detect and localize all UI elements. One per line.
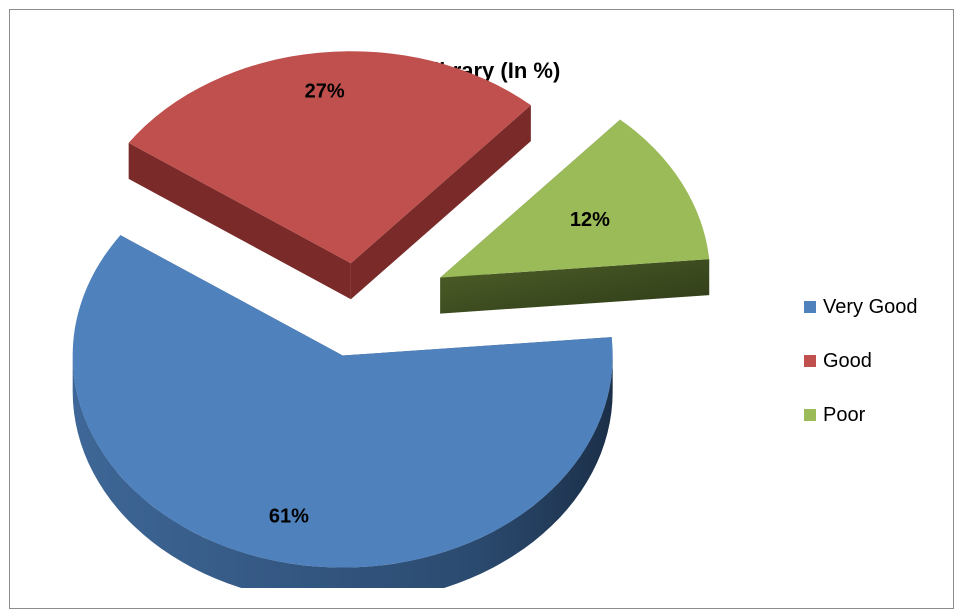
pie-slice-top-good <box>128 51 531 264</box>
legend-label-very-good: Very Good <box>823 295 918 318</box>
legend-item-good: Good <box>804 334 918 388</box>
pie-slice-top-poor <box>440 119 710 278</box>
pie-chart: 61% 27% 12% <box>72 51 710 588</box>
pie-slice-wall-good <box>128 142 351 300</box>
pie-slice-good <box>128 51 531 300</box>
legend-item-very-good: Very Good <box>804 280 918 334</box>
pie-slice-poor <box>440 119 710 314</box>
pie-slice-wall-good <box>350 105 531 300</box>
pie-slice-top-very-good <box>72 235 613 568</box>
legend-item-poor: Poor <box>804 388 918 442</box>
slice-label-good: 27% <box>305 81 345 103</box>
pie-slice-wall-poor <box>440 259 710 314</box>
legend-swatch-good <box>804 355 816 367</box>
slice-label-poor: 12% <box>570 209 610 231</box>
legend-label-poor: Poor <box>823 403 866 426</box>
legend-swatch-very-good <box>804 301 816 313</box>
legend-label-good: Good <box>823 349 872 372</box>
slice-label-very-good: 61% <box>269 505 309 527</box>
legend-swatch-poor <box>804 409 816 421</box>
legend: Very Good Good Poor <box>804 280 918 442</box>
pie-slice-very-good <box>72 235 613 588</box>
